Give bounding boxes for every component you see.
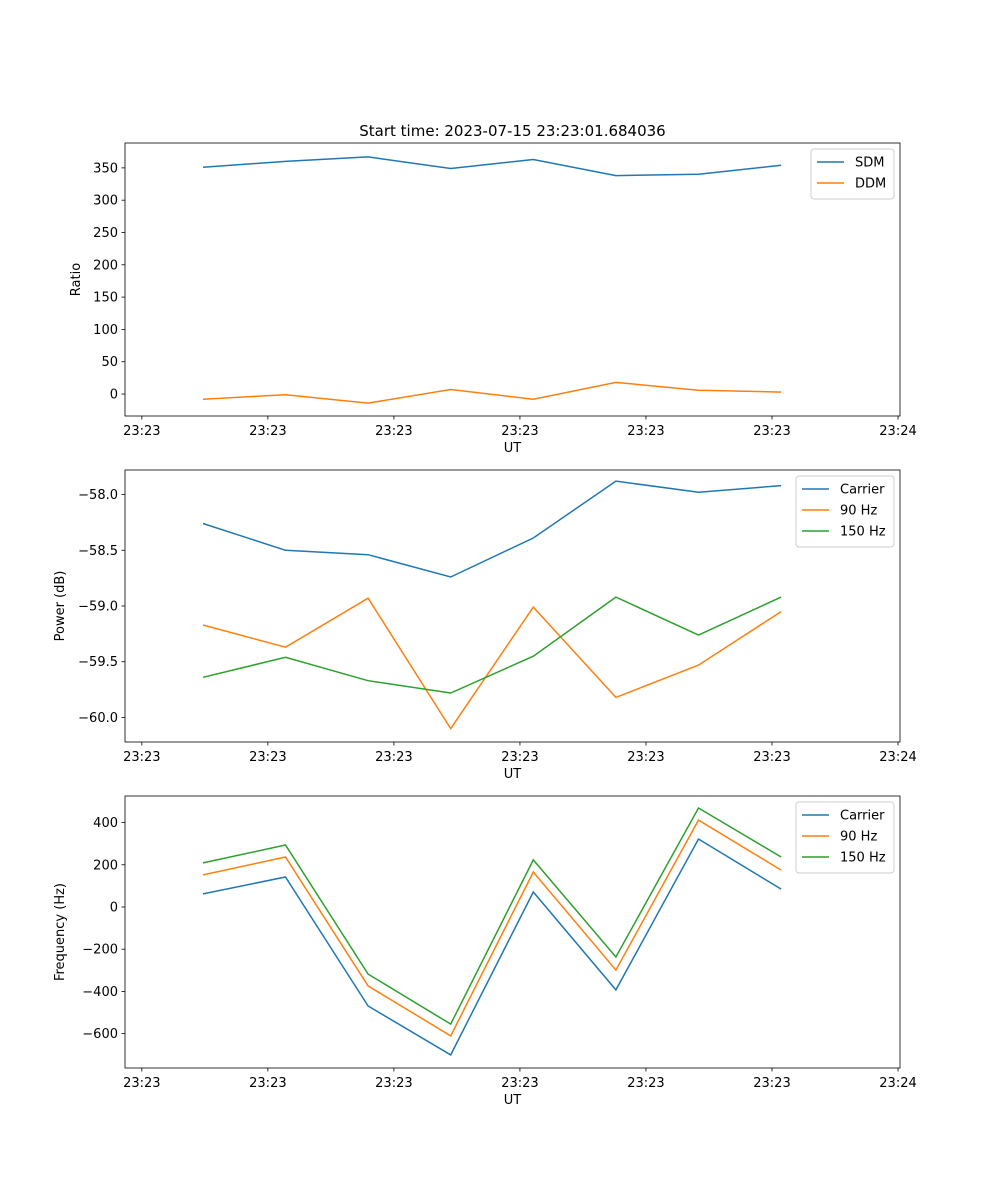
legend: Carrier 90 Hz 150 Hz: [795, 801, 895, 874]
legend-label: 150 Hz: [840, 525, 886, 540]
x-tick-label: 23:23: [627, 424, 664, 439]
x-tick-label: 23:23: [375, 1076, 412, 1091]
x-tick-label: 23:23: [753, 750, 790, 765]
x-tick-label: 23:23: [375, 750, 412, 765]
x-tick-label: 23:24: [879, 1076, 916, 1091]
y-tick-label: −200: [82, 943, 118, 958]
x-tick-label: 23:24: [879, 750, 916, 765]
x-tick-label: 23:23: [249, 424, 286, 439]
y-tick-label: −58.0: [78, 488, 118, 503]
axes-frame: [124, 142, 901, 417]
x-tick-label: 23:23: [501, 424, 538, 439]
x-tick-label: 23:23: [501, 750, 538, 765]
chart-title: Start time: 2023-07-15 23:23:01.684036: [359, 122, 665, 140]
legend-label: 150 Hz: [840, 851, 886, 866]
legend-label: Carrier: [840, 483, 885, 498]
y-axis-label: Ratio: [69, 263, 84, 296]
y-tick-label: 100: [93, 323, 118, 338]
series-line-90-hz: [202, 597, 782, 730]
axes-frame: [124, 469, 901, 743]
series-line-150-hz: [202, 806, 782, 1026]
subplot-1: 23:23 23:23 23:23 23:23 23:23 23:23 23:24 0 50 10…: [69, 122, 917, 456]
x-axis-label: UT: [504, 441, 522, 456]
y-tick-label: 200: [93, 858, 118, 873]
subplot-3: 23:23 23:23 23:23 23:23 23:23 23:23 23:24 −600 −…: [53, 795, 917, 1108]
y-axis-label: Frequency (Hz): [53, 883, 68, 981]
y-tick-label: 400: [93, 816, 118, 831]
legend-box: [795, 801, 895, 874]
y-tick-label: 300: [93, 194, 118, 209]
y-tick-label: 0: [110, 900, 118, 915]
y-tick-label: 50: [101, 355, 118, 370]
x-tick-label: 23:24: [879, 424, 916, 439]
y-tick-label: −600: [82, 1027, 118, 1042]
x-tick-label: 23:23: [627, 750, 664, 765]
legend-label: 90 Hz: [840, 830, 877, 845]
series-line-carrier: [202, 480, 782, 578]
series-line-carrier: [202, 837, 782, 1056]
legend: Carrier 90 Hz 150 Hz: [795, 475, 895, 548]
legend-label: SDM: [855, 156, 884, 171]
y-tick-label: 0: [110, 388, 118, 403]
x-tick-label: 23:23: [123, 424, 160, 439]
series-line-150-hz: [202, 596, 782, 694]
y-tick-label: −60.0: [78, 711, 118, 726]
legend: SDM DDM: [810, 148, 895, 200]
y-tick-label: 200: [93, 258, 118, 273]
y-tick-label: −59.5: [78, 655, 118, 670]
x-tick-label: 23:23: [123, 750, 160, 765]
series-line-sdm: [202, 156, 782, 177]
y-tick-label: −58.5: [78, 544, 118, 559]
y-tick-label: −400: [82, 985, 118, 1000]
x-tick-label: 23:23: [753, 424, 790, 439]
x-tick-label: 23:23: [123, 1076, 160, 1091]
x-tick-label: 23:23: [249, 750, 286, 765]
legend-box: [795, 475, 895, 548]
x-tick-label: 23:23: [249, 1076, 286, 1091]
legend-label: Carrier: [840, 809, 885, 824]
y-tick-label: −59.0: [78, 600, 118, 615]
x-tick-label: 23:23: [753, 1076, 790, 1091]
x-axis-label: UT: [504, 767, 522, 782]
x-tick-label: 23:23: [501, 1076, 538, 1091]
y-axis-label: Power (dB): [53, 571, 68, 642]
x-tick-label: 23:23: [627, 1076, 664, 1091]
series-line-ddm: [202, 381, 782, 404]
legend-label: 90 Hz: [840, 504, 877, 519]
series-line-90-hz: [202, 819, 782, 1037]
y-tick-label: 150: [93, 291, 118, 306]
y-tick-label: 350: [93, 161, 118, 176]
y-tick-label: 250: [93, 226, 118, 241]
x-tick-label: 23:23: [375, 424, 412, 439]
subplot-2: 23:23 23:23 23:23 23:23 23:23 23:23 23:24 −60.0…: [53, 469, 917, 782]
legend-label: DDM: [855, 177, 886, 192]
axes-frame: [124, 795, 901, 1069]
x-axis-label: UT: [504, 1093, 522, 1108]
